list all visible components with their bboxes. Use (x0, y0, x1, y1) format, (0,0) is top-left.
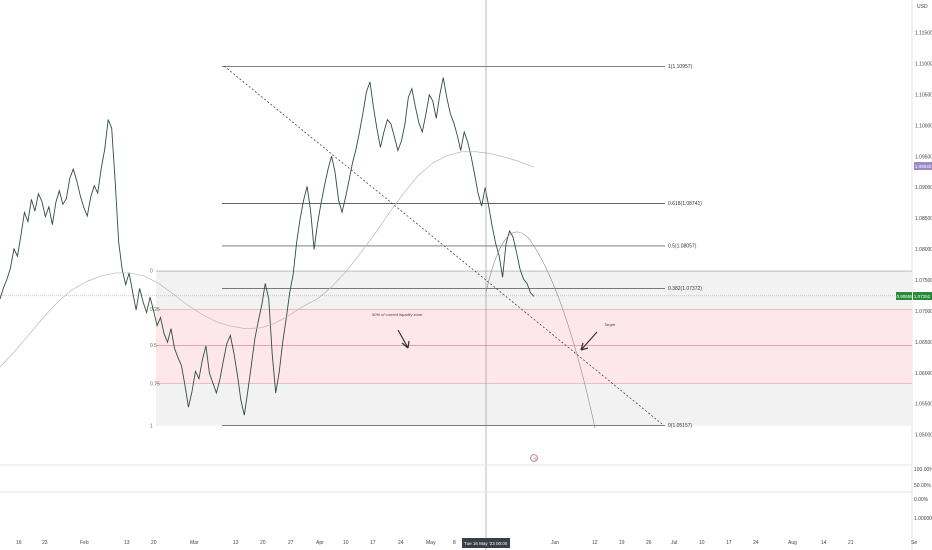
price-tick-label: 1.10500 (915, 92, 932, 98)
last-price-badge-right (913, 292, 932, 300)
time-tick-label: 14 (821, 540, 827, 546)
time-tick-label: 24 (398, 540, 404, 546)
time-tick-label: 10 (699, 540, 705, 546)
time-tick-label: Mar (190, 540, 199, 546)
time-tick-label: 19 (619, 540, 625, 546)
lower-pane-tick-label: 100.00% (914, 467, 932, 473)
fib-level-label: 1(1.10957) (668, 64, 693, 70)
time-tick-label: 8 (453, 540, 456, 546)
price-tick-label: 1.09000 (915, 185, 932, 191)
liquidity-zone-pink-area (156, 309, 912, 384)
event-marker-glyph: ⚡ (533, 455, 539, 462)
fib-level-label: 0.5(1.08057) (668, 244, 697, 250)
time-tick-label: 23 (42, 540, 48, 546)
zone-level-label: 0.5 (150, 343, 157, 349)
ma-value-badge-text: 1.09042 (915, 164, 932, 169)
target-annotation: Target (604, 322, 616, 327)
price-tick-label: 1.07500 (915, 278, 932, 284)
time-tick-label: 10 (343, 540, 349, 546)
crosshair-time-label: Tue 16 May '23 00:00 (464, 541, 508, 546)
time-tick-label: Jul (671, 540, 677, 546)
zone-level-label: 1 (150, 423, 153, 429)
time-tick-label: Feb (80, 540, 89, 546)
price-tick-label: 1.05500 (915, 402, 932, 408)
fib-level-label: 0(1.05157) (668, 423, 693, 429)
lower-pane-tick-label: 0.00% (914, 497, 929, 503)
time-tick-label: Se (911, 540, 917, 546)
price-tick-label: 1.11000 (915, 62, 932, 68)
last-price-badge-left-text: 0.90658 (897, 294, 914, 299)
time-axis[interactable]: 16 23 Feb 13 20 Mar 13 20 27 Apr 10 17 24 May 8 Jun 12 19… (16, 540, 917, 546)
price-axis[interactable]: 1.11500 1.11000 1.10500 1.10000 1.09500 1.090… (915, 31, 932, 439)
event-marker-icon[interactable] (530, 454, 538, 462)
zone-level-label: 0.25 (150, 307, 160, 313)
target-arrow-icon (580, 331, 598, 351)
price-tick-label: 1.05000 (915, 433, 932, 439)
time-tick-label: 20 (151, 540, 157, 546)
ma-value-badge (914, 162, 932, 170)
zone-level-label: 0 (150, 269, 153, 275)
crosshair-time-badge (462, 538, 510, 548)
time-tick-label: 21 (848, 540, 854, 546)
price-series-line (0, 77, 535, 416)
lower-pane-tick-label: 1.00000 (914, 516, 932, 522)
lower-pane-tick-label: 50.00% (914, 483, 932, 489)
price-tick-label: 1.10000 (915, 123, 932, 129)
projection-curve (485, 231, 596, 429)
price-tick-label: 1.06500 (915, 340, 932, 346)
time-tick-label: 26 (646, 540, 652, 546)
time-tick-label: 13 (233, 540, 239, 546)
currency-label: USD (917, 4, 928, 10)
lower-pane-scale: 100.00% 50.00% 0.00% 1.00000 (914, 467, 932, 522)
time-tick-label: 20 (260, 540, 266, 546)
price-tick-label: 1.07000 (915, 309, 932, 315)
time-tick-label: 16 (16, 540, 22, 546)
price-tick-label: 1.08500 (915, 216, 932, 222)
price-tick-label: 1.11500 (915, 31, 932, 37)
time-tick-label: Aug (788, 540, 797, 546)
time-tick-label: 17 (726, 540, 732, 546)
time-tick-label: 17 (370, 540, 376, 546)
time-tick-label: 27 (288, 540, 294, 546)
time-tick-label: Jun (551, 540, 559, 546)
price-tick-label: 1.09500 (915, 154, 932, 160)
time-tick-label: 12 (592, 540, 598, 546)
time-tick-label: Apr (316, 540, 324, 546)
last-price-badge-left (896, 292, 912, 300)
time-tick-label: 24 (753, 540, 759, 546)
time-tick-label: 13 (124, 540, 130, 546)
last-price-badge-right-text: 1.07252 (914, 294, 931, 299)
moving-average-line (0, 151, 535, 368)
zone-level-labels: 0 0.25 0.5 0.75 1 (150, 269, 160, 430)
liquidity-arrow-icon (397, 329, 410, 349)
fib-level-label: 0.618(1.08741) (668, 201, 702, 207)
liquidity-zone-annotation: 50% of current liquidity zone (372, 312, 423, 317)
price-tick-label: 1.06000 (915, 371, 932, 377)
price-tick-label: 1.08000 (915, 247, 932, 253)
time-tick-label: May (426, 540, 436, 546)
zone-level-label: 0.75 (150, 381, 160, 387)
fib-level-label: 0.382(1.07372) (668, 286, 702, 292)
